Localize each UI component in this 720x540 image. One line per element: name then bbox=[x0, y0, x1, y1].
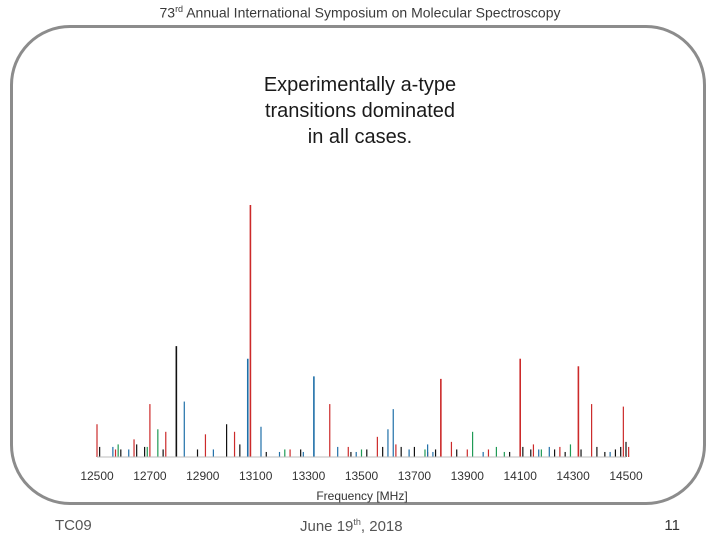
x-tick-label: 13100 bbox=[239, 469, 273, 483]
x-tick-label: 13700 bbox=[398, 469, 432, 483]
subtitle-line-1: Experimentally a-type bbox=[263, 74, 457, 96]
footer-date: June 19th, 2018 bbox=[300, 517, 403, 535]
x-tick-label: 12900 bbox=[186, 469, 220, 483]
x-tick-label: 13900 bbox=[451, 469, 485, 483]
header-number: 73 bbox=[159, 4, 176, 21]
x-tick-label: 12700 bbox=[133, 469, 167, 483]
page-number: 11 bbox=[664, 517, 680, 534]
x-axis-title: Frequency [MHz] bbox=[316, 489, 407, 503]
x-tick-label: 12500 bbox=[80, 469, 114, 483]
x-tick-label: 13500 bbox=[345, 469, 379, 483]
slide-subtitle: Experimentally a-type transitions domina… bbox=[210, 72, 510, 150]
header-ordinal: rd bbox=[175, 4, 184, 14]
spectrum-lines bbox=[96, 205, 630, 457]
x-tick-label: 14500 bbox=[609, 469, 643, 483]
date-suffix: , 2018 bbox=[360, 518, 403, 535]
conference-header: 73rd Annual International Symposium on M… bbox=[0, 4, 720, 21]
content-frame bbox=[10, 25, 706, 505]
header-text: Annual International Symposium on Molecu… bbox=[183, 4, 561, 21]
subtitle-line-2: transitions dominated bbox=[264, 100, 456, 122]
session-code: TC09 bbox=[55, 517, 92, 534]
date-prefix: June 19 bbox=[300, 518, 354, 535]
x-axis-tick-labels: 12500 12700 12900 13100 13300 13500 13700 13900… bbox=[80, 469, 643, 483]
date-ordinal: th bbox=[353, 517, 361, 527]
subtitle-line-3: in all cases. bbox=[307, 126, 413, 148]
x-tick-label: 13300 bbox=[292, 469, 326, 483]
x-tick-label: 14100 bbox=[504, 469, 538, 483]
x-tick-label: 14300 bbox=[556, 469, 590, 483]
